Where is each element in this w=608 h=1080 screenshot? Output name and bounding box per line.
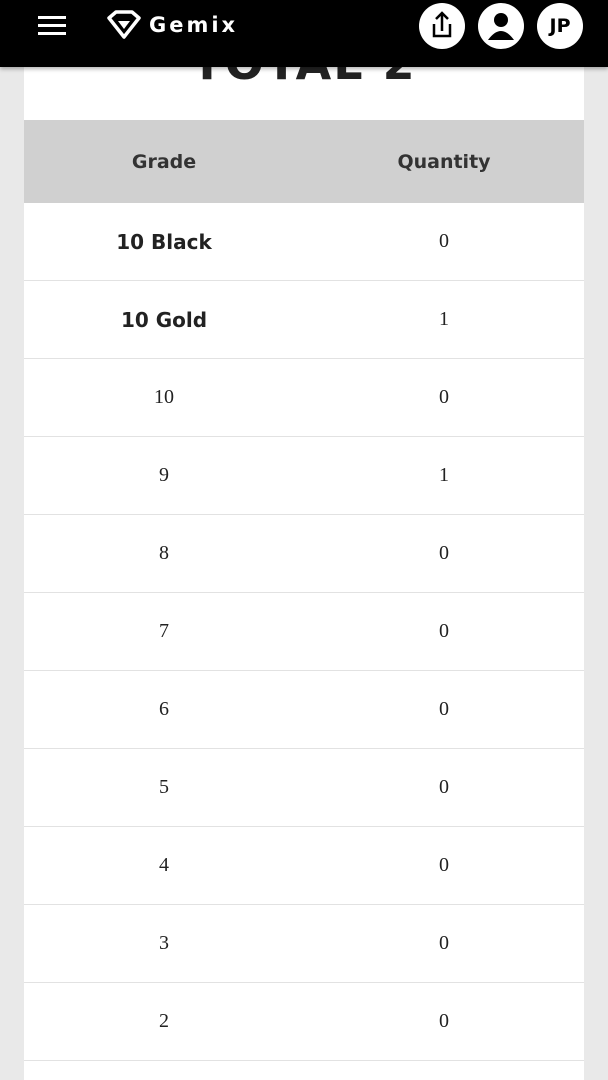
grade-table: Grade Quantity 10 Black 0 10 Gold 1 10 0 9 1 8 0 7… (24, 120, 584, 1061)
grade-cell: 4 (24, 826, 304, 905)
brand[interactable]: Gemix (149, 13, 239, 37)
quantity-cell: 0 (304, 358, 584, 437)
quantity-cell: 0 (304, 904, 584, 983)
menu-button[interactable] (38, 15, 68, 37)
column-header: Quantity (304, 120, 584, 203)
table-row: 10 Gold 1 (24, 280, 584, 359)
grade-cell: 10 Gold (24, 280, 304, 359)
grade-cell: 10 (24, 358, 304, 437)
grade-cell: 6 (24, 670, 304, 749)
top-bar: Gemix JP (0, 0, 608, 67)
grade-cell: 9 (24, 436, 304, 515)
quantity-cell: 0 (304, 514, 584, 593)
quantity-cell: 0 (304, 982, 584, 1061)
quantity-cell: 0 (304, 592, 584, 671)
quantity-cell: 0 (304, 826, 584, 905)
quantity-cell: 0 (304, 670, 584, 749)
header-row: Grade Quantity (24, 120, 584, 203)
language-button[interactable]: JP (537, 3, 583, 49)
share-button[interactable] (418, 2, 466, 50)
quantity-cell: 0 (304, 203, 584, 281)
grade-cell: 2 (24, 982, 304, 1061)
table-body: 10 Black 0 10 Gold 1 10 0 9 1 8 0 7 0 6 0 5 0 4 0 3 0 2 0 (24, 203, 584, 1061)
quantity-cell: 1 (304, 280, 584, 359)
table-row: 10 0 (24, 358, 584, 437)
table-row: 10 Black 0 (24, 203, 584, 281)
grade-cell: 8 (24, 514, 304, 593)
column-header: Grade (24, 120, 304, 203)
grade-cell: 10 Black (24, 203, 304, 281)
grade-cell: 7 (24, 592, 304, 671)
grade-cell: 3 (24, 904, 304, 983)
logo-icon[interactable] (106, 10, 142, 40)
quantity-cell: 1 (304, 436, 584, 515)
quantity-cell: 0 (304, 748, 584, 827)
grade-cell: 5 (24, 748, 304, 827)
account-button[interactable] (477, 2, 525, 50)
